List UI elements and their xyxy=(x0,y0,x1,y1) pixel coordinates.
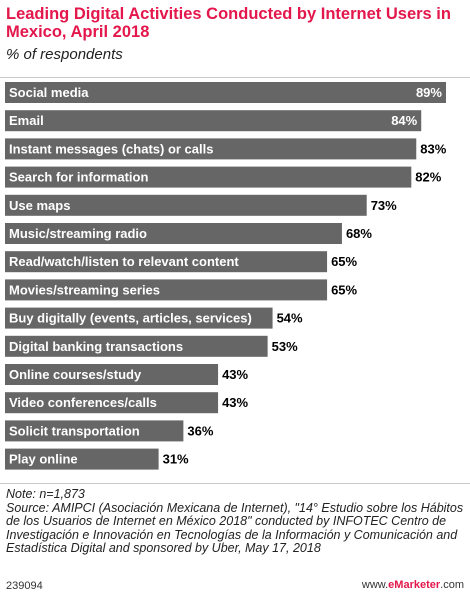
brand-name: eMarketer xyxy=(388,579,441,591)
bar-group: Instant messages (chats) or calls 83% xyxy=(5,138,447,160)
bar-group: Search for information 82% xyxy=(5,166,442,188)
brand-prefix: www. xyxy=(361,579,389,591)
value-label: 65% xyxy=(331,282,357,297)
brand-logo: www.eMarketer.com xyxy=(362,579,464,591)
category-label: Search for information xyxy=(9,170,148,185)
category-label: Email xyxy=(9,113,44,128)
category-label: Movies/streaming series xyxy=(9,282,160,297)
value-label: 82% xyxy=(415,170,441,185)
bar xyxy=(5,82,446,103)
bar xyxy=(5,251,328,273)
bar-group: Email 84% xyxy=(5,110,422,132)
chart-title: Leading Digital Activities Conducted by … xyxy=(6,5,451,41)
value-label: 36% xyxy=(187,423,213,438)
value-label: 31% xyxy=(163,452,189,467)
bar xyxy=(5,364,219,385)
bar xyxy=(5,110,422,132)
bar-group: Digital banking transactions 53% xyxy=(5,335,298,357)
category-label: Buy digitally (events, articles, service… xyxy=(9,311,252,326)
category-label: Play online xyxy=(9,452,78,467)
source-note: Source: AMIPCI (Asociación Mexicana de I… xyxy=(6,500,464,555)
bar-group: Social media 89% xyxy=(5,82,446,103)
chart-subtitle: % of respondents xyxy=(6,46,123,63)
bar-group: Online courses/study 43% xyxy=(5,364,249,385)
bar xyxy=(5,335,268,357)
value-label: 89% xyxy=(416,85,442,100)
category-label: Music/streaming radio xyxy=(9,226,147,241)
category-label: Online courses/study xyxy=(9,367,142,382)
value-label: 43% xyxy=(222,395,248,410)
bar xyxy=(5,279,328,301)
bar-chart: Social media 89% Email 84% Instant messages … xyxy=(5,82,447,470)
bar-group: Solicit transportation 36% xyxy=(5,420,214,442)
bar-group: Read/watch/listen to relevant content 65% xyxy=(5,251,358,273)
bar-group: Use maps 73% xyxy=(5,194,397,216)
value-label: 84% xyxy=(391,113,417,128)
value-label: 53% xyxy=(272,339,298,354)
bar xyxy=(5,307,273,329)
category-label: Read/watch/listen to relevant content xyxy=(9,254,239,269)
value-label: 83% xyxy=(420,141,446,156)
category-label: Solicit transportation xyxy=(9,423,140,438)
value-label: 54% xyxy=(277,311,303,326)
category-label: Use maps xyxy=(9,198,70,213)
bar xyxy=(5,420,184,442)
value-label: 43% xyxy=(222,367,248,382)
value-label: 68% xyxy=(346,226,372,241)
value-label: 73% xyxy=(371,198,397,213)
bar xyxy=(5,223,342,244)
bar xyxy=(5,166,412,188)
category-label: Digital banking transactions xyxy=(9,339,183,354)
brand-suffix: .com xyxy=(440,579,464,591)
bar xyxy=(5,138,417,160)
bar-group: Buy digitally (events, articles, service… xyxy=(5,307,303,329)
bar-group: Video conferences/calls 43% xyxy=(5,392,249,414)
category-label: Social media xyxy=(9,85,89,100)
bar xyxy=(5,392,219,414)
bar-group: Movies/streaming series 65% xyxy=(5,279,358,301)
value-label: 65% xyxy=(331,254,357,269)
category-label: Instant messages (chats) or calls xyxy=(9,141,213,156)
chart-id: 239094 xyxy=(6,580,43,592)
bar-group: Music/streaming radio 68% xyxy=(5,223,372,244)
bar xyxy=(5,194,367,216)
category-label: Video conferences/calls xyxy=(9,395,157,410)
top-divider xyxy=(0,77,470,78)
chart-notes: Note: n=1,873 Source: AMIPCI (Asociación… xyxy=(6,487,464,556)
sample-note: Note: n=1,873 xyxy=(6,487,85,501)
bar-group: Play online 31% xyxy=(5,448,189,470)
bar xyxy=(5,448,159,470)
bottom-divider xyxy=(0,483,470,484)
